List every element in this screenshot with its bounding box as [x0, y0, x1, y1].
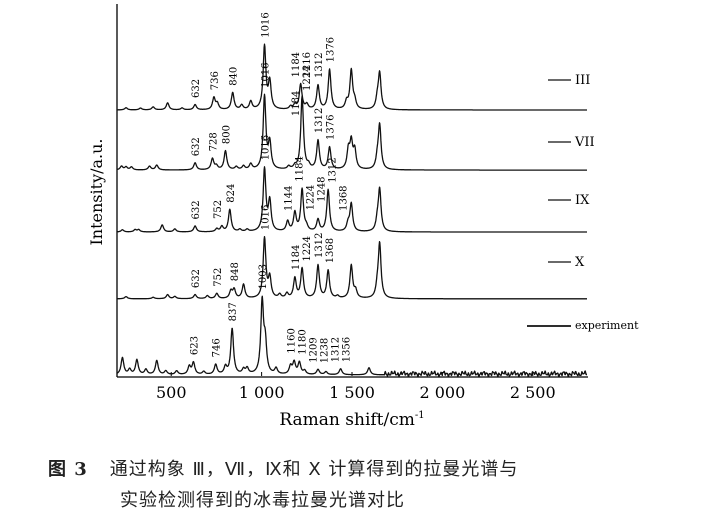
legend-label: III	[575, 73, 590, 88]
x-tick-label: 1 000	[239, 383, 285, 402]
spectrum-trace-experiment	[116, 295, 588, 378]
peak-label: 840	[229, 67, 240, 86]
x-tick-label: 2 000	[419, 383, 465, 402]
peak-label: 1160	[287, 328, 298, 353]
peak-label: 1224	[302, 236, 313, 261]
x-tick-label: 1 500	[329, 383, 375, 402]
x-axis-label: Raman shift/cm-1	[279, 410, 424, 430]
peak-label: 1368	[339, 185, 350, 210]
peak-label: 1216	[302, 52, 313, 77]
peak-label: 1209	[309, 337, 320, 362]
peak-label: 1003	[258, 264, 269, 289]
spectrum-trace-X	[116, 235, 588, 300]
peak-label: 736	[210, 71, 221, 90]
peak-label: 632	[191, 137, 202, 156]
peak-label: 1016	[261, 135, 272, 160]
peak-label: 1016	[261, 12, 272, 37]
peak-label: 1016	[261, 62, 272, 87]
peak-label: 752	[213, 200, 224, 219]
peak-label: 1016	[261, 205, 272, 230]
peak-label: 1312	[314, 233, 325, 258]
x-tick-label: 2 500	[510, 383, 556, 402]
peak-label: 1184	[291, 52, 302, 77]
peak-label: 1312	[328, 157, 339, 182]
peak-label: 1248	[317, 176, 328, 201]
peak-label: 837	[228, 302, 239, 321]
peak-label: 728	[208, 132, 219, 151]
peak-label: 1224	[306, 185, 317, 210]
peak-label: 1312	[331, 337, 342, 362]
legend-label: experiment	[575, 319, 639, 332]
peak-label: 1238	[320, 338, 331, 363]
peak-label: 1312	[314, 108, 325, 133]
peak-label: 623	[190, 336, 201, 355]
peak-label: 1144	[284, 186, 295, 211]
peak-label: 1376	[326, 115, 337, 140]
peak-label: 752	[213, 268, 224, 287]
spectrum-trace-IX	[116, 166, 588, 233]
spectrum-trace-VII	[116, 93, 588, 171]
caption-text-1: 通过构象 Ⅲ，Ⅶ，Ⅸ和 Ⅹ 计算得到的拉曼光谱与	[109, 459, 519, 480]
peak-label: 1312	[314, 53, 325, 78]
legend-label: VII	[574, 135, 595, 150]
peak-label: 1180	[298, 329, 309, 354]
legend-label: X	[575, 255, 585, 270]
figure-caption-line1: 图 3 通过构象 Ⅲ，Ⅶ，Ⅸ和 Ⅹ 计算得到的拉曼光谱与	[48, 455, 518, 481]
peak-label: 632	[191, 269, 202, 288]
y-axis-label: Intensity/a.u.	[87, 138, 106, 245]
peak-label: 824	[226, 184, 237, 203]
peak-label: 1184	[291, 91, 302, 116]
peak-label: 1184	[295, 156, 306, 181]
peak-label: 1356	[342, 337, 353, 362]
peak-label: 800	[222, 125, 233, 144]
peak-label: 632	[191, 79, 202, 98]
peak-label: 848	[230, 262, 241, 281]
peak-label: 632	[191, 200, 202, 219]
peak-label: 746	[212, 338, 223, 357]
spectrum-trace-III	[116, 43, 588, 111]
legend-label: IX	[575, 193, 590, 208]
peak-label: 1368	[325, 238, 336, 263]
peak-label: 1376	[326, 37, 337, 62]
x-tick-label: 500	[156, 383, 187, 402]
peak-label: 1224	[302, 65, 313, 90]
figure-number: 图 3	[48, 459, 88, 480]
peak-label: 1184	[291, 245, 302, 270]
figure-caption-line2: 实验检测得到的冰毒拉曼光谱对比	[120, 490, 405, 511]
